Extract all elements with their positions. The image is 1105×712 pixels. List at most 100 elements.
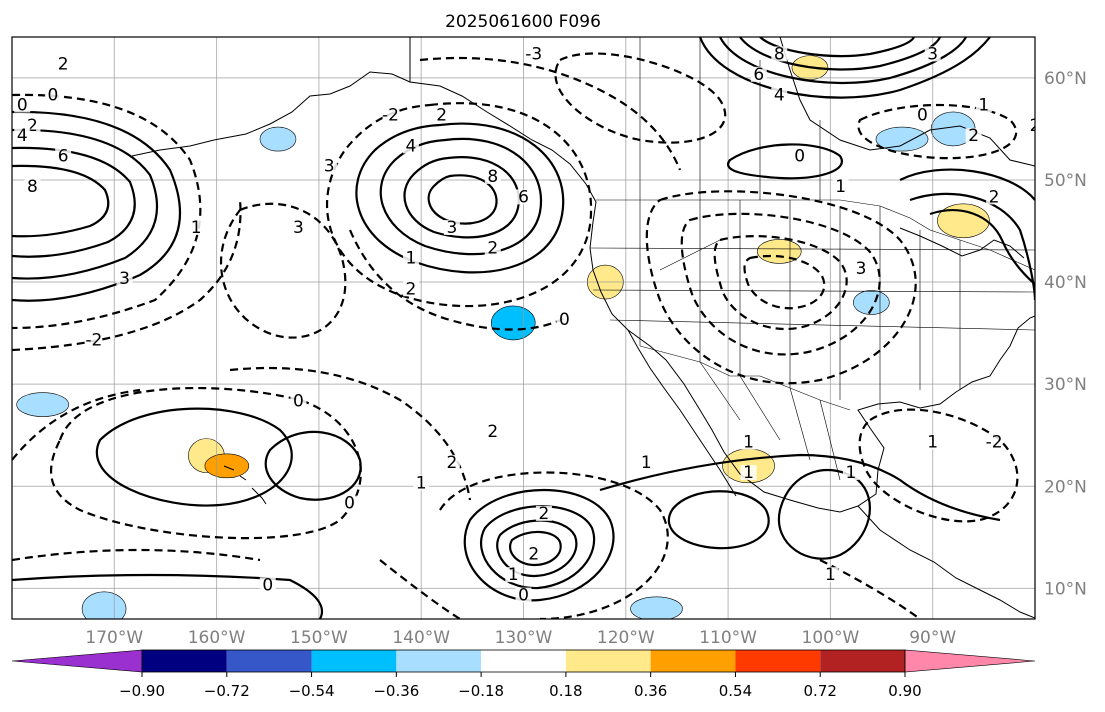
shaded-area [853, 290, 890, 315]
latitude-label: 60°N [1044, 69, 1087, 89]
contour-label-bg [24, 179, 41, 195]
contour-label-bg [55, 148, 72, 164]
contour-label-bg [402, 250, 419, 266]
contour-label-bg [535, 505, 552, 521]
contour-label: 2 [968, 126, 979, 146]
contour-label: 8 [27, 177, 38, 197]
contour-label-bg [556, 311, 573, 327]
contour-label-bg [484, 168, 501, 184]
contour-label: 0 [559, 310, 570, 330]
contour-label: 3 [446, 218, 457, 238]
contour-label: 2 [539, 504, 550, 524]
contour-label-bg [484, 240, 501, 256]
colorbar-label: 0.18 [549, 682, 582, 700]
contour-label-bg [188, 220, 205, 235]
coastlines [131, 37, 1035, 619]
colorbar-label: 0.54 [719, 682, 752, 700]
contour-label-bg [924, 46, 941, 62]
latitude-label: 40°N [1044, 273, 1087, 293]
contour-label-bg [259, 577, 276, 593]
longitude-label: 170°W [85, 628, 143, 648]
contour-label: 6 [58, 147, 69, 167]
contour-label: 1 [406, 249, 417, 269]
us-canada-border [596, 199, 1035, 271]
contour-label: 6 [518, 187, 529, 207]
contour-label-bg [382, 107, 399, 123]
contour-label-bg [771, 87, 788, 103]
longitude-label: 150°W [290, 628, 348, 648]
shaded-area [490, 305, 536, 341]
colorbar-label: 0.36 [634, 682, 667, 700]
contour-label: 8 [774, 44, 785, 64]
shaded-area [81, 591, 127, 619]
shaded-area [16, 392, 69, 417]
alaska-coastline [131, 71, 411, 157]
contour-label: 0 [262, 575, 273, 595]
contour-label: 3 [856, 259, 867, 279]
contour-east-edge [819, 103, 1035, 619]
shaded-area [204, 453, 250, 479]
contour-high-southwest [12, 386, 362, 619]
contour-high-east [599, 143, 1001, 560]
latitude-label: 20°N [1044, 477, 1087, 497]
colorbar-segment [481, 650, 566, 672]
longitude-label: 120°W [597, 628, 655, 648]
colorbar-label: −0.36 [373, 682, 419, 700]
contour-label: 2 [58, 55, 69, 75]
colorbar-segment [565, 650, 651, 672]
contour-label-bg [515, 189, 532, 205]
contour-label-bg [402, 281, 419, 297]
contour-label: -2 [382, 106, 399, 126]
contour-label-bg [433, 107, 450, 123]
colorbar-label: 0.90 [888, 682, 921, 700]
contour-label: 3 [119, 269, 130, 289]
contour-label: 0 [293, 392, 304, 412]
contour-label: 0 [917, 106, 928, 126]
map-title: 2025061600 F096 [445, 12, 601, 32]
contour-label: 1 [825, 565, 836, 585]
contour-label: -2 [85, 330, 102, 350]
contour-label: 2 [989, 187, 1000, 207]
contour-label-bg [525, 46, 542, 62]
contour-label-bg [791, 148, 808, 164]
shaded-area [259, 126, 297, 152]
contour-label-bg [515, 587, 532, 603]
longitude-label: 100°W [802, 628, 860, 648]
contour-label-bg [402, 138, 419, 154]
longitude-label: 110°W [699, 628, 757, 648]
shaded-area [630, 596, 683, 619]
latitude-label: 30°N [1044, 375, 1087, 395]
latitude-label: 50°N [1044, 171, 1087, 191]
contour-label-bg [914, 107, 931, 123]
contour-label: 2 [528, 545, 539, 565]
contour-label-bg [986, 189, 1003, 205]
contour-label: 1 [641, 453, 652, 473]
longitude-label: 160°W [188, 628, 246, 648]
contour-label: 1 [835, 177, 846, 197]
contour-label-bg [1027, 117, 1035, 133]
contour-label: -3 [525, 44, 542, 64]
shaded-area [937, 203, 990, 239]
latitude-tick-labels: 10°N 20°N 30°N 40°N 50°N 60°N [1044, 69, 1087, 600]
colorbar-label: −0.54 [289, 682, 335, 700]
contour-label: 3 [293, 218, 304, 238]
contour-label-bg [413, 475, 430, 491]
contour-label-bg [443, 220, 460, 235]
contour-label-bg [750, 66, 767, 82]
contour-label-bg [116, 271, 133, 287]
contour-label-bg [740, 434, 757, 450]
contour-label: 2 [1030, 116, 1041, 136]
canada-province-lines [639, 37, 821, 200]
contour-label-bg [443, 454, 460, 470]
contour-label-bg [55, 56, 72, 72]
graticule [12, 37, 1035, 619]
colorbar-label: 0.72 [804, 682, 837, 700]
contour-label: 6 [753, 65, 764, 85]
contour-label: 2 [446, 453, 457, 473]
north-america-coastline [409, 37, 1035, 513]
map-frame [11, 36, 1036, 620]
contour-label-bg [341, 495, 358, 511]
contour-label: 1 [191, 218, 202, 238]
contour-label: 0 [17, 95, 28, 115]
